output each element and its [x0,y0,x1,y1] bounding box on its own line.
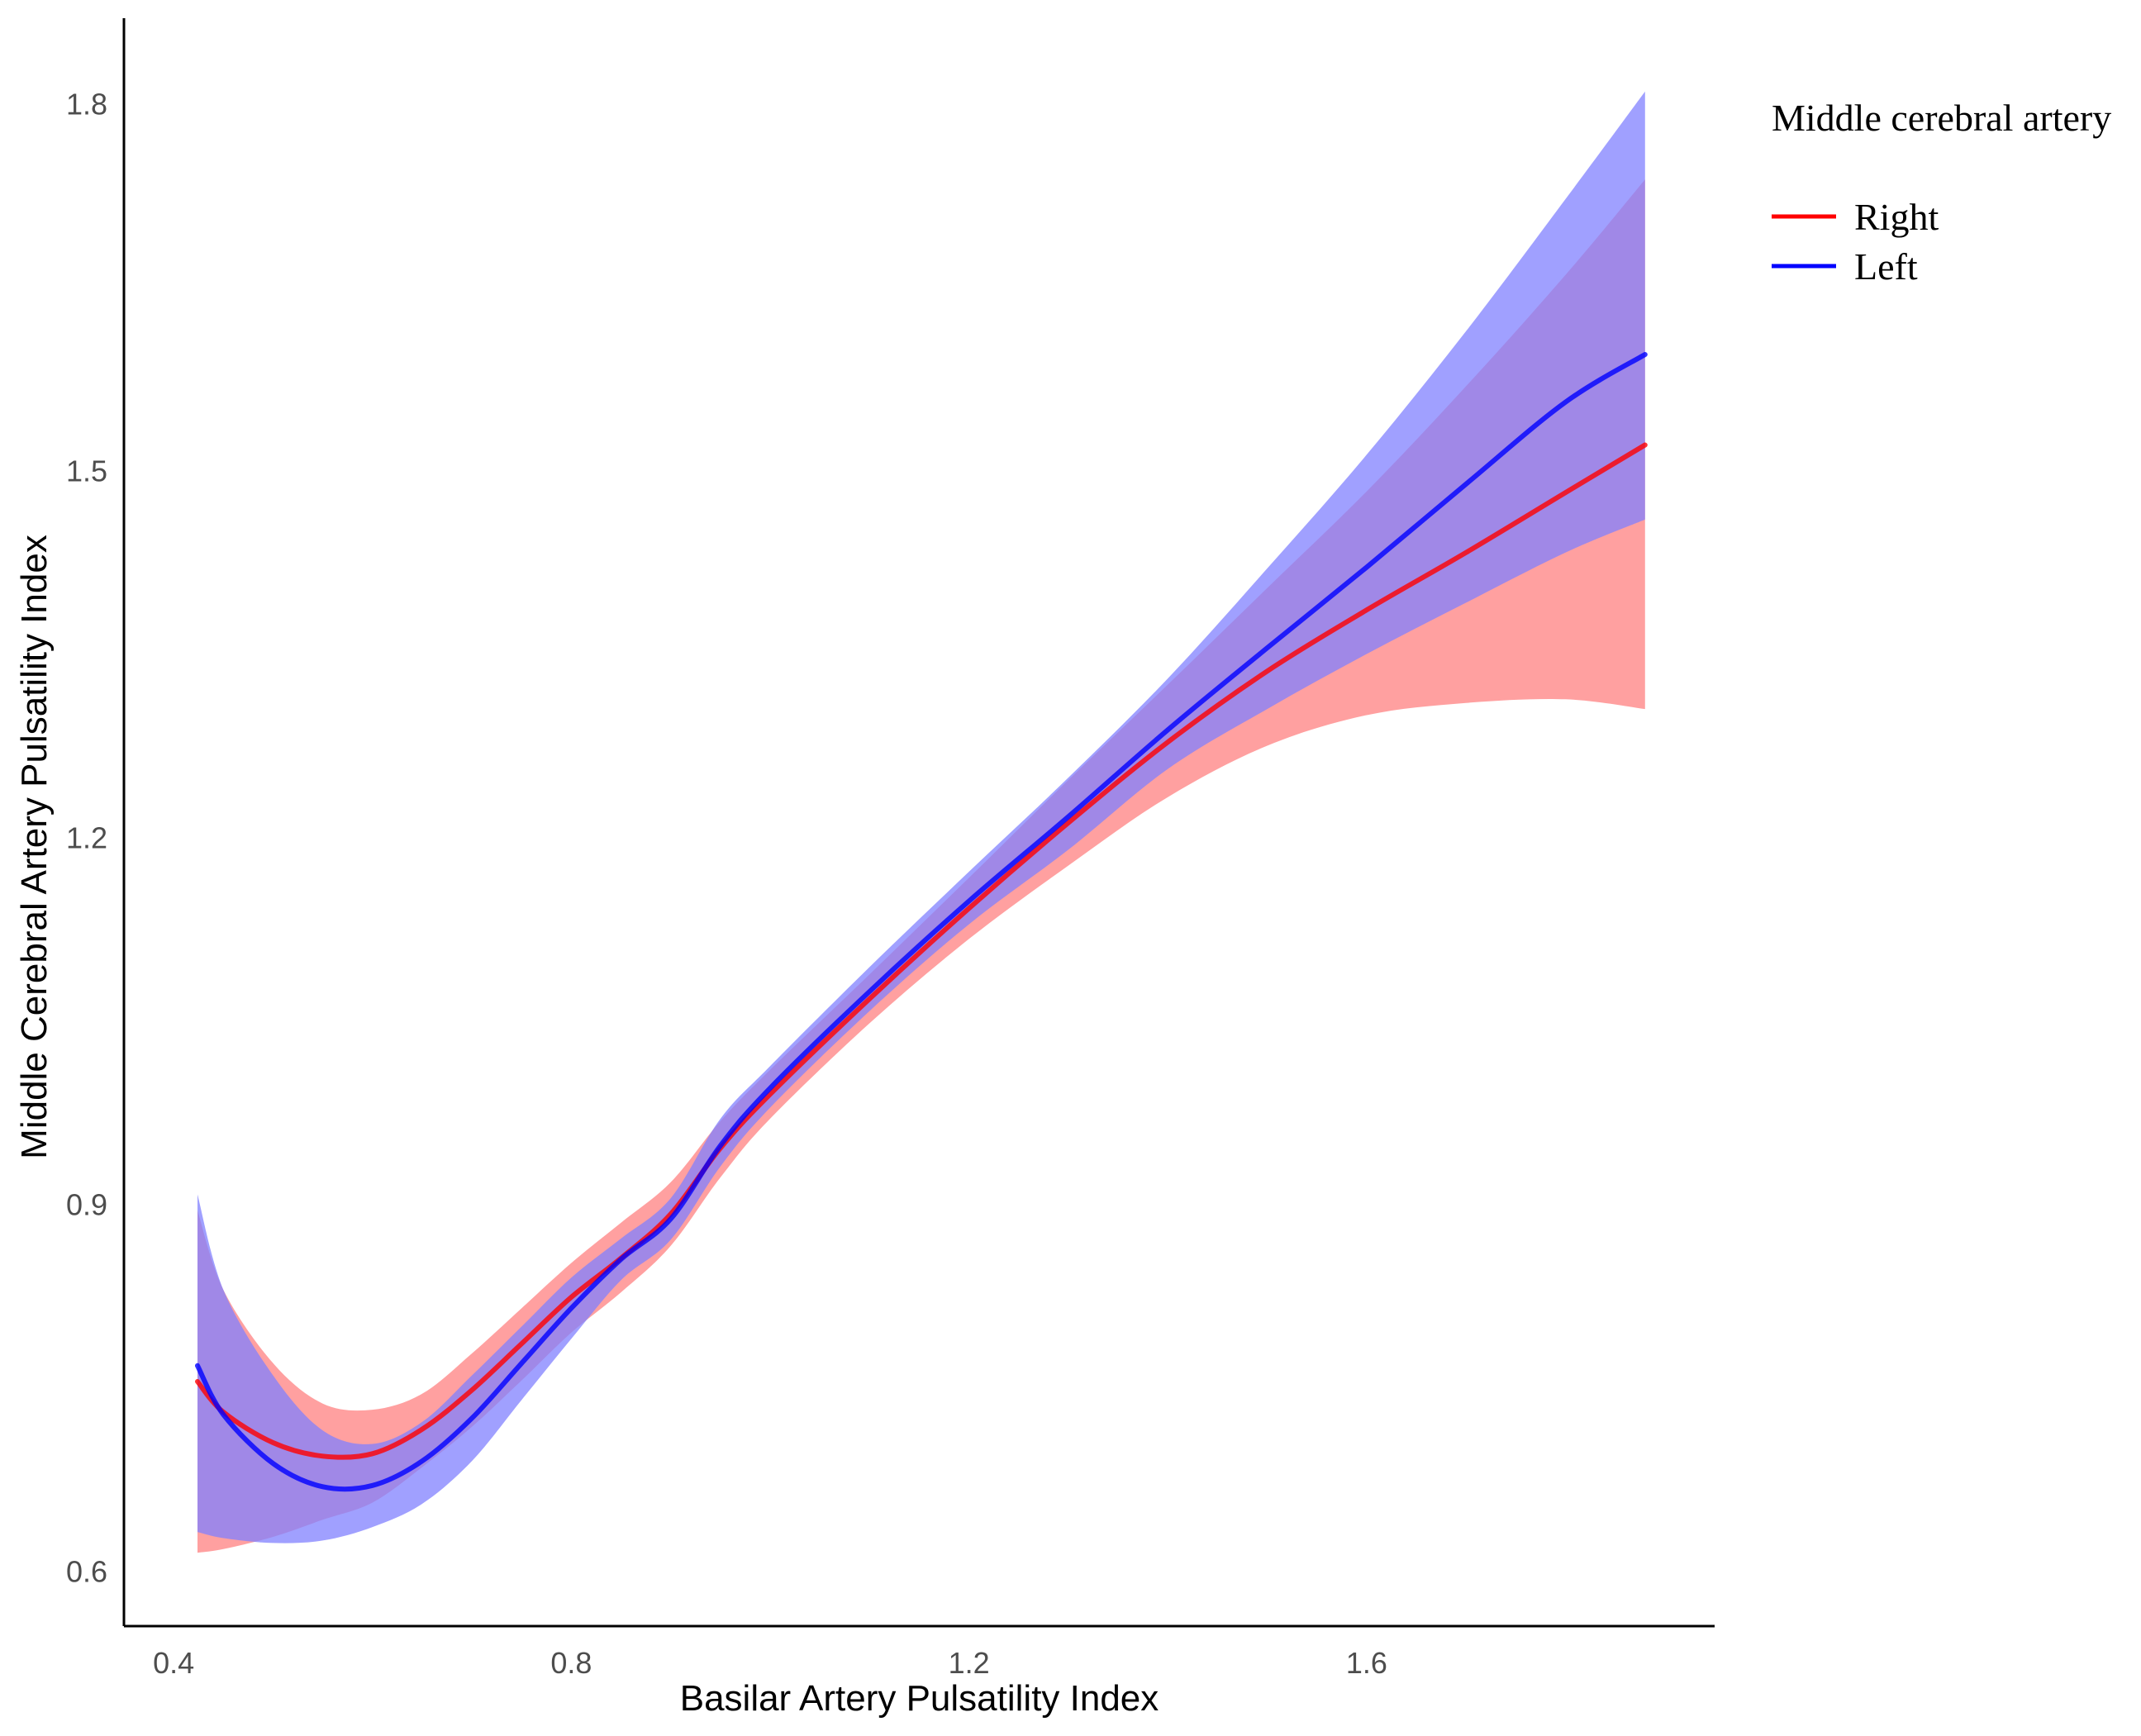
y-tick-label: 0.9 [66,1187,107,1221]
legend: Middle cerebral artery Right Left [1772,97,2111,288]
series-lines [195,352,1648,1492]
legend-title: Middle cerebral artery [1772,97,2111,139]
y-tick-label: 1.5 [66,454,107,488]
legend-items: Right Left [1772,196,1939,288]
series-line-left [195,352,1648,1492]
y-axis-title: Middle Cerebral Artery Pulsatility Index [14,535,55,1159]
y-tick-label: 0.6 [66,1554,107,1588]
x-tick-labels: 0.4 0.8 1.2 1.6 [153,1646,1387,1680]
y-tick-labels: 0.6 0.9 1.2 1.5 1.8 [66,88,107,1589]
x-tick-label: 1.6 [1346,1646,1387,1680]
confidence-band-right [197,179,1645,1553]
y-tick-label: 1.8 [66,88,107,121]
series-line-right [195,442,1648,1460]
x-tick-label: 0.4 [153,1646,194,1680]
x-tick-label: 0.8 [550,1646,592,1680]
confidence-bands [197,91,1645,1553]
legend-label-left: Left [1854,245,1918,288]
legend-label-right: Right [1854,196,1939,238]
confidence-band-left [197,91,1645,1543]
y-tick-label: 1.2 [66,820,107,854]
axes [122,18,1715,1628]
x-axis-title: Basilar Artery Pulsatility Index [680,1678,1159,1719]
x-tick-label: 1.2 [949,1646,990,1680]
